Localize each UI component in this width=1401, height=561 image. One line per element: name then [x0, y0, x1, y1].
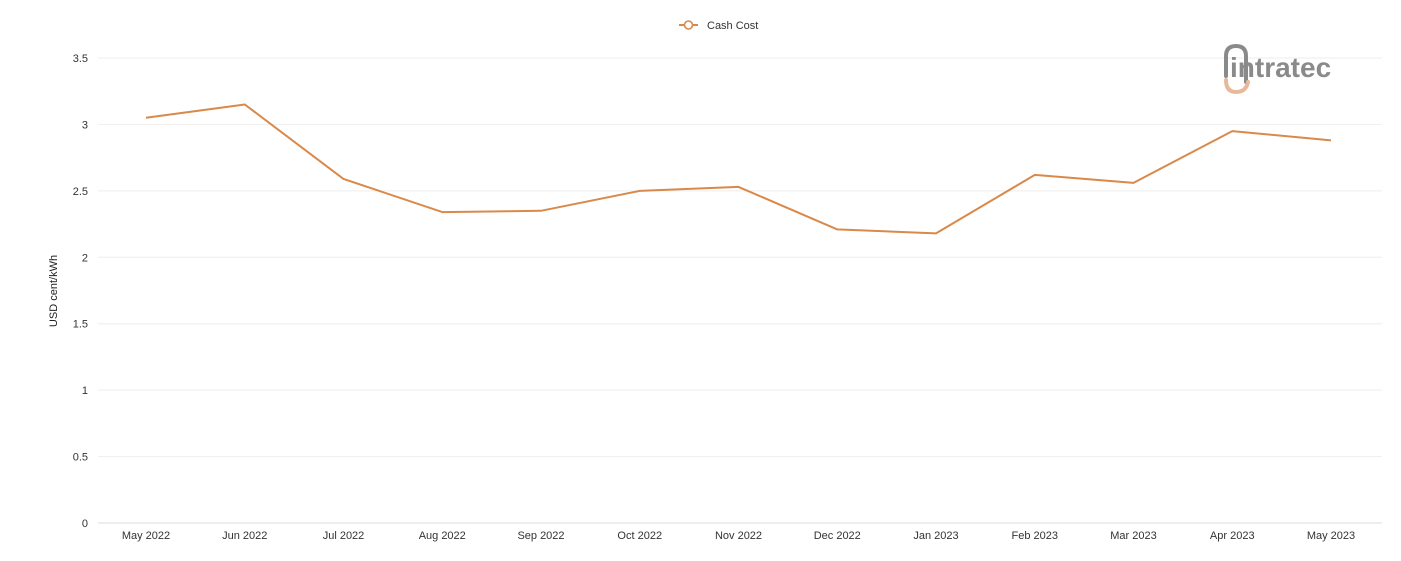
legend-swatch-marker [683, 20, 694, 30]
x-tick-label: Apr 2023 [1210, 530, 1255, 542]
logo-swoosh-icon [1224, 78, 1250, 95]
x-tick-label: Oct 2022 [617, 530, 662, 542]
x-tick-label: Jan 2023 [913, 530, 958, 542]
data-point[interactable] [637, 188, 643, 194]
x-tick-label: Mar 2023 [1110, 530, 1156, 542]
data-point[interactable] [1131, 180, 1137, 186]
x-tick-label: Jul 2022 [323, 530, 365, 542]
y-tick-label: 2 [82, 252, 88, 264]
y-tick-label: 0.5 [73, 452, 88, 464]
x-tick-label: Nov 2022 [715, 530, 762, 542]
y-tick-label: 1 [82, 385, 88, 397]
data-point[interactable] [341, 176, 347, 182]
data-point[interactable] [1229, 128, 1235, 134]
x-tick-label: May 2022 [122, 530, 170, 542]
data-point[interactable] [143, 115, 149, 121]
data-point[interactable] [439, 209, 445, 215]
x-tick-label: Sep 2022 [517, 530, 564, 542]
x-axis: May 2022 Jun 2022 Jul 2022 Aug 2022 Sep 2022… [122, 530, 1355, 542]
grid-lines [98, 57, 1382, 524]
y-tick-label: 1.5 [73, 319, 88, 331]
x-tick-label: Feb 2023 [1012, 530, 1058, 542]
y-tick-label: 3 [82, 119, 88, 131]
data-point[interactable] [1032, 172, 1038, 178]
logo-mark-icon [1224, 43, 1248, 84]
data-point[interactable] [736, 184, 742, 190]
logo-text: intratec [1230, 52, 1331, 83]
data-point[interactable] [538, 208, 544, 214]
y-tick-label: 0 [82, 518, 88, 530]
series-layer [143, 102, 1334, 236]
x-tick-label: Dec 2022 [814, 530, 861, 542]
x-tick-label: Aug 2022 [419, 530, 466, 542]
intratec-logo: intratec [1224, 43, 1331, 95]
legend[interactable]: Cash Cost [679, 20, 758, 32]
series-line-cash-cost[interactable] [145, 103, 1332, 235]
y-axis: 0 0.5 1 1.5 2 2.5 3 3.5 [73, 53, 88, 530]
legend-label-cash-cost: Cash Cost [707, 20, 758, 32]
data-point[interactable] [834, 226, 840, 232]
y-tick-label: 3.5 [73, 53, 88, 65]
y-tick-label: 2.5 [73, 186, 88, 198]
y-axis-title: USD cent/kWh [48, 255, 60, 327]
x-tick-label: Jun 2022 [222, 530, 267, 542]
x-tick-label: May 2023 [1307, 530, 1355, 542]
data-point[interactable] [933, 230, 939, 236]
data-point[interactable] [242, 102, 248, 108]
data-point[interactable] [1328, 137, 1334, 143]
